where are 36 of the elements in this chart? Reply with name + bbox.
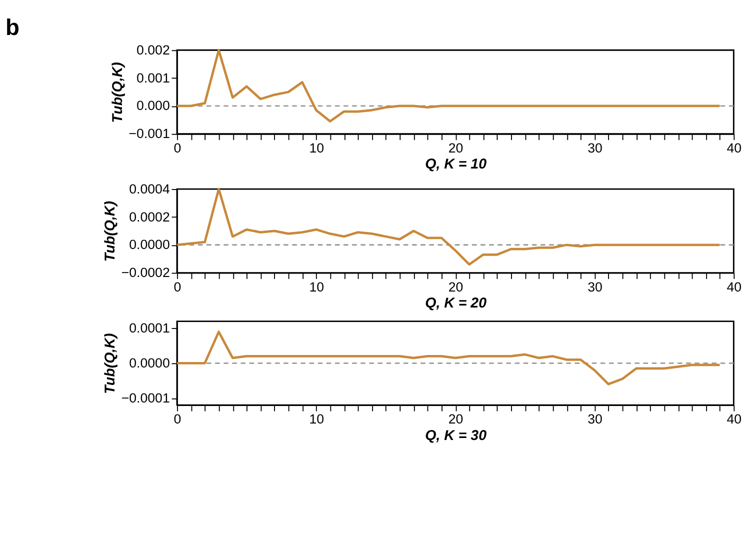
y-tick-label: 0.002: [136, 42, 170, 58]
y-tick-label: 0.001: [136, 70, 170, 86]
x-tick-label: 10: [309, 412, 324, 427]
y-tick-label: 0.0000: [129, 355, 170, 370]
y-tick-label: −0.001: [128, 126, 170, 142]
line-series: [176, 188, 721, 266]
x-tick-label: 10: [309, 279, 324, 294]
x-tick-label: 0: [174, 279, 182, 294]
x-tick-label: 10: [309, 140, 324, 156]
line-series: [176, 330, 721, 386]
x-tick-label: 40: [726, 140, 742, 156]
x-tick-label: 30: [588, 279, 602, 294]
x-tick-label: 40: [726, 279, 742, 294]
y-tick-label: 0.0000: [129, 237, 170, 252]
line-series: [176, 48, 721, 122]
y-axis-title: Tub(Q,K): [102, 333, 119, 394]
y-tick-label: 0.000: [136, 98, 170, 114]
y-axis-title: Tub(Q,K): [102, 200, 119, 262]
x-tick-label: 0: [174, 412, 182, 427]
y-tick-label: 0.0004: [129, 181, 170, 196]
y-tick-label: −0.0002: [121, 265, 170, 280]
x-tick-label: 20: [448, 279, 464, 294]
y-axis-title: Tub(Q,K): [110, 62, 126, 123]
x-tick-label: 30: [588, 412, 602, 427]
y-tick-label: −0.0001: [121, 390, 170, 406]
chart-title: b: [6, 14, 20, 40]
x-tick-label: 30: [588, 140, 602, 156]
y-tick-label: 0.0001: [129, 320, 170, 336]
x-axis-title: Q, K = 20: [425, 296, 487, 312]
x-tick-label: 20: [448, 140, 464, 156]
y-tick-label: 0.0002: [129, 209, 170, 224]
x-axis-title: Q, K = 30: [425, 428, 487, 444]
x-tick-label: 20: [448, 412, 464, 427]
x-tick-label: 0: [174, 140, 182, 156]
x-axis-title: Q, K = 10: [425, 156, 487, 173]
x-tick-label: 40: [726, 412, 742, 427]
